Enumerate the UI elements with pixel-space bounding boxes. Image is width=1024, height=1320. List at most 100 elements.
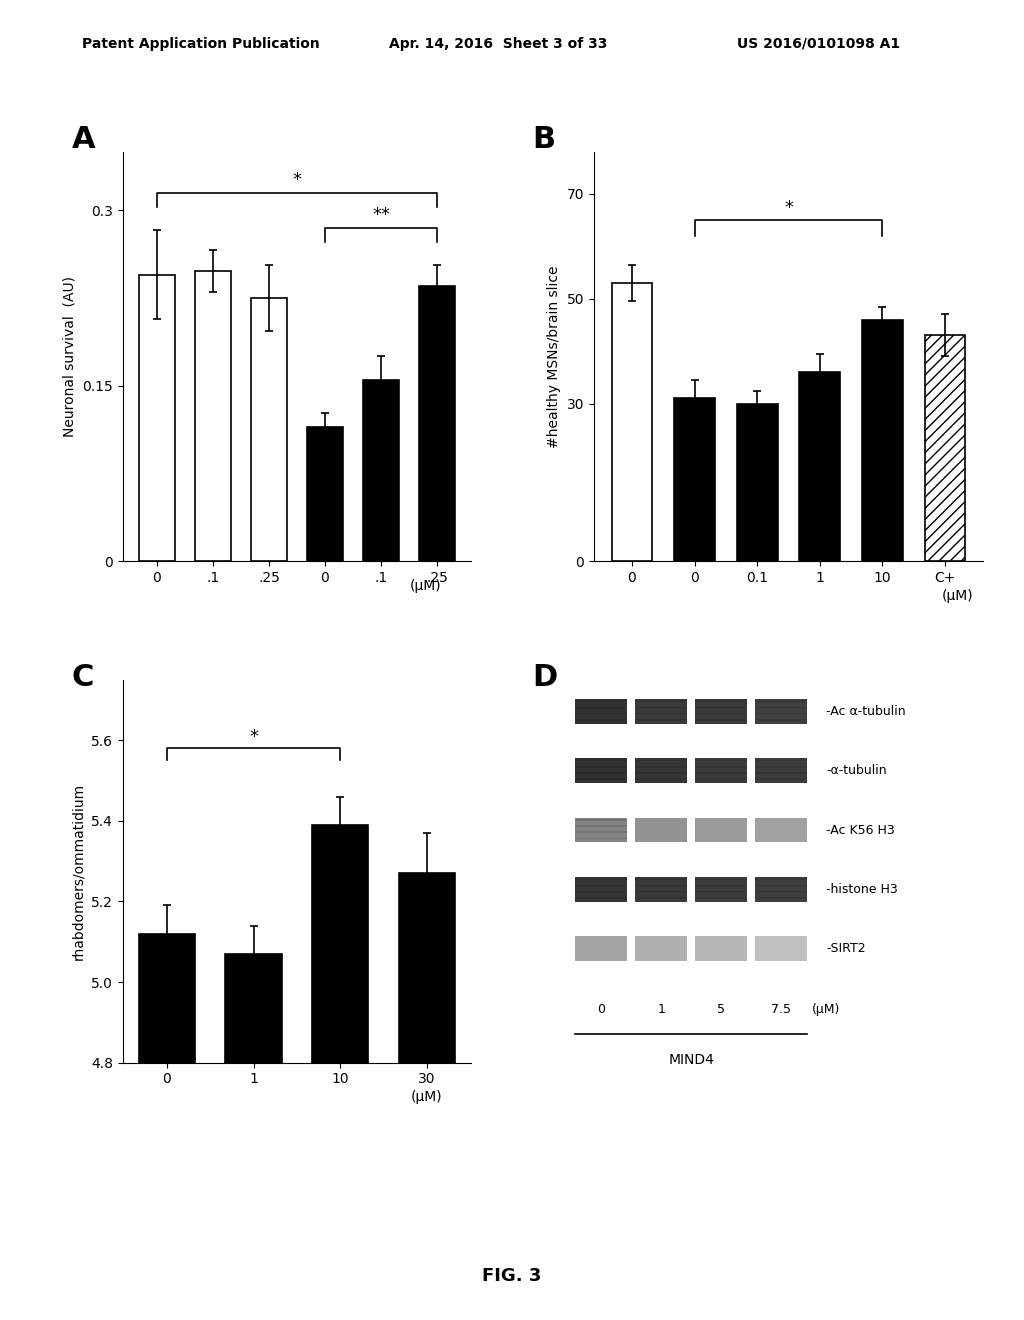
Bar <box>225 954 282 1320</box>
Text: A: A <box>72 125 95 154</box>
Bar <box>695 766 748 768</box>
Bar <box>756 700 807 723</box>
Bar <box>575 779 628 780</box>
Bar <box>636 898 687 899</box>
Bar <box>312 825 369 1320</box>
Bar <box>636 936 687 961</box>
Bar <box>695 878 748 880</box>
Text: (μM): (μM) <box>812 1003 840 1016</box>
Bar <box>636 876 687 902</box>
Bar <box>636 878 687 880</box>
Bar <box>575 700 628 723</box>
Text: MIND4: MIND4 <box>669 1053 714 1067</box>
Bar <box>575 759 628 762</box>
Bar <box>575 706 628 709</box>
Bar <box>756 817 807 842</box>
Bar <box>575 876 628 902</box>
Bar <box>636 779 687 780</box>
Text: **: ** <box>372 206 390 224</box>
Text: 5: 5 <box>717 1003 725 1016</box>
Text: -SIRT2: -SIRT2 <box>826 942 866 956</box>
Bar <box>756 706 807 709</box>
Bar <box>695 700 748 723</box>
Bar <box>756 766 807 768</box>
Bar <box>251 298 287 561</box>
Bar <box>695 719 748 721</box>
Bar <box>575 832 628 833</box>
Bar <box>575 766 628 768</box>
Text: D: D <box>532 663 558 692</box>
Bar <box>575 772 628 774</box>
Bar <box>575 936 628 961</box>
Bar <box>695 817 748 842</box>
Bar <box>636 817 687 842</box>
Text: *: * <box>293 172 301 189</box>
Bar <box>695 772 748 774</box>
Bar <box>195 271 231 561</box>
Bar <box>695 779 748 780</box>
Bar <box>756 759 807 762</box>
Text: 1: 1 <box>657 1003 666 1016</box>
Text: 0: 0 <box>597 1003 605 1016</box>
Bar <box>636 701 687 702</box>
Bar <box>695 759 748 762</box>
Text: -Ac K56 H3: -Ac K56 H3 <box>826 824 895 837</box>
Bar <box>756 884 807 886</box>
Y-axis label: rhabdomers/ommatidium: rhabdomers/ommatidium <box>72 783 86 960</box>
Bar <box>636 719 687 721</box>
Bar <box>756 878 807 880</box>
Y-axis label: Neuronal survival  (AU): Neuronal survival (AU) <box>62 276 77 437</box>
Text: Patent Application Publication: Patent Application Publication <box>82 37 319 51</box>
Bar <box>636 713 687 714</box>
Text: C: C <box>72 663 94 692</box>
Bar <box>636 891 687 892</box>
Bar <box>611 282 652 561</box>
Text: (μM): (μM) <box>412 1090 442 1104</box>
Bar <box>800 372 840 561</box>
Bar <box>756 758 807 783</box>
Bar <box>695 884 748 886</box>
Text: -histone H3: -histone H3 <box>826 883 898 896</box>
Text: (μM): (μM) <box>410 579 441 594</box>
Bar <box>695 936 748 961</box>
Bar <box>695 898 748 899</box>
Bar <box>636 766 687 768</box>
Text: -Ac α-tubulin: -Ac α-tubulin <box>826 705 906 718</box>
Bar <box>636 758 687 783</box>
Bar <box>138 933 195 1320</box>
Bar <box>575 898 628 899</box>
Bar <box>756 713 807 714</box>
Text: 7.5: 7.5 <box>771 1003 792 1016</box>
Bar <box>575 817 628 842</box>
Bar <box>575 818 628 821</box>
Bar <box>362 380 399 561</box>
Bar <box>695 706 748 709</box>
Bar <box>636 700 687 723</box>
Bar <box>636 759 687 762</box>
Bar <box>575 825 628 826</box>
Bar <box>756 772 807 774</box>
Bar <box>575 884 628 886</box>
Bar <box>695 876 748 902</box>
Bar <box>695 891 748 892</box>
Bar <box>756 936 807 961</box>
Bar <box>138 275 175 561</box>
Bar <box>575 719 628 721</box>
Text: Apr. 14, 2016  Sheet 3 of 33: Apr. 14, 2016 Sheet 3 of 33 <box>389 37 607 51</box>
Bar <box>695 758 748 783</box>
Bar <box>575 891 628 892</box>
Bar <box>756 898 807 899</box>
Bar <box>636 772 687 774</box>
Bar <box>695 713 748 714</box>
Bar <box>399 874 456 1320</box>
Bar <box>419 286 456 561</box>
Bar <box>756 701 807 702</box>
Y-axis label: #healthy MSNs/brain slice: #healthy MSNs/brain slice <box>547 265 561 447</box>
Bar <box>636 706 687 709</box>
Text: FIG. 3: FIG. 3 <box>482 1267 542 1286</box>
Bar <box>756 891 807 892</box>
Bar <box>737 404 777 561</box>
Bar <box>636 884 687 886</box>
Bar <box>575 701 628 702</box>
Text: -α-tubulin: -α-tubulin <box>826 764 887 777</box>
